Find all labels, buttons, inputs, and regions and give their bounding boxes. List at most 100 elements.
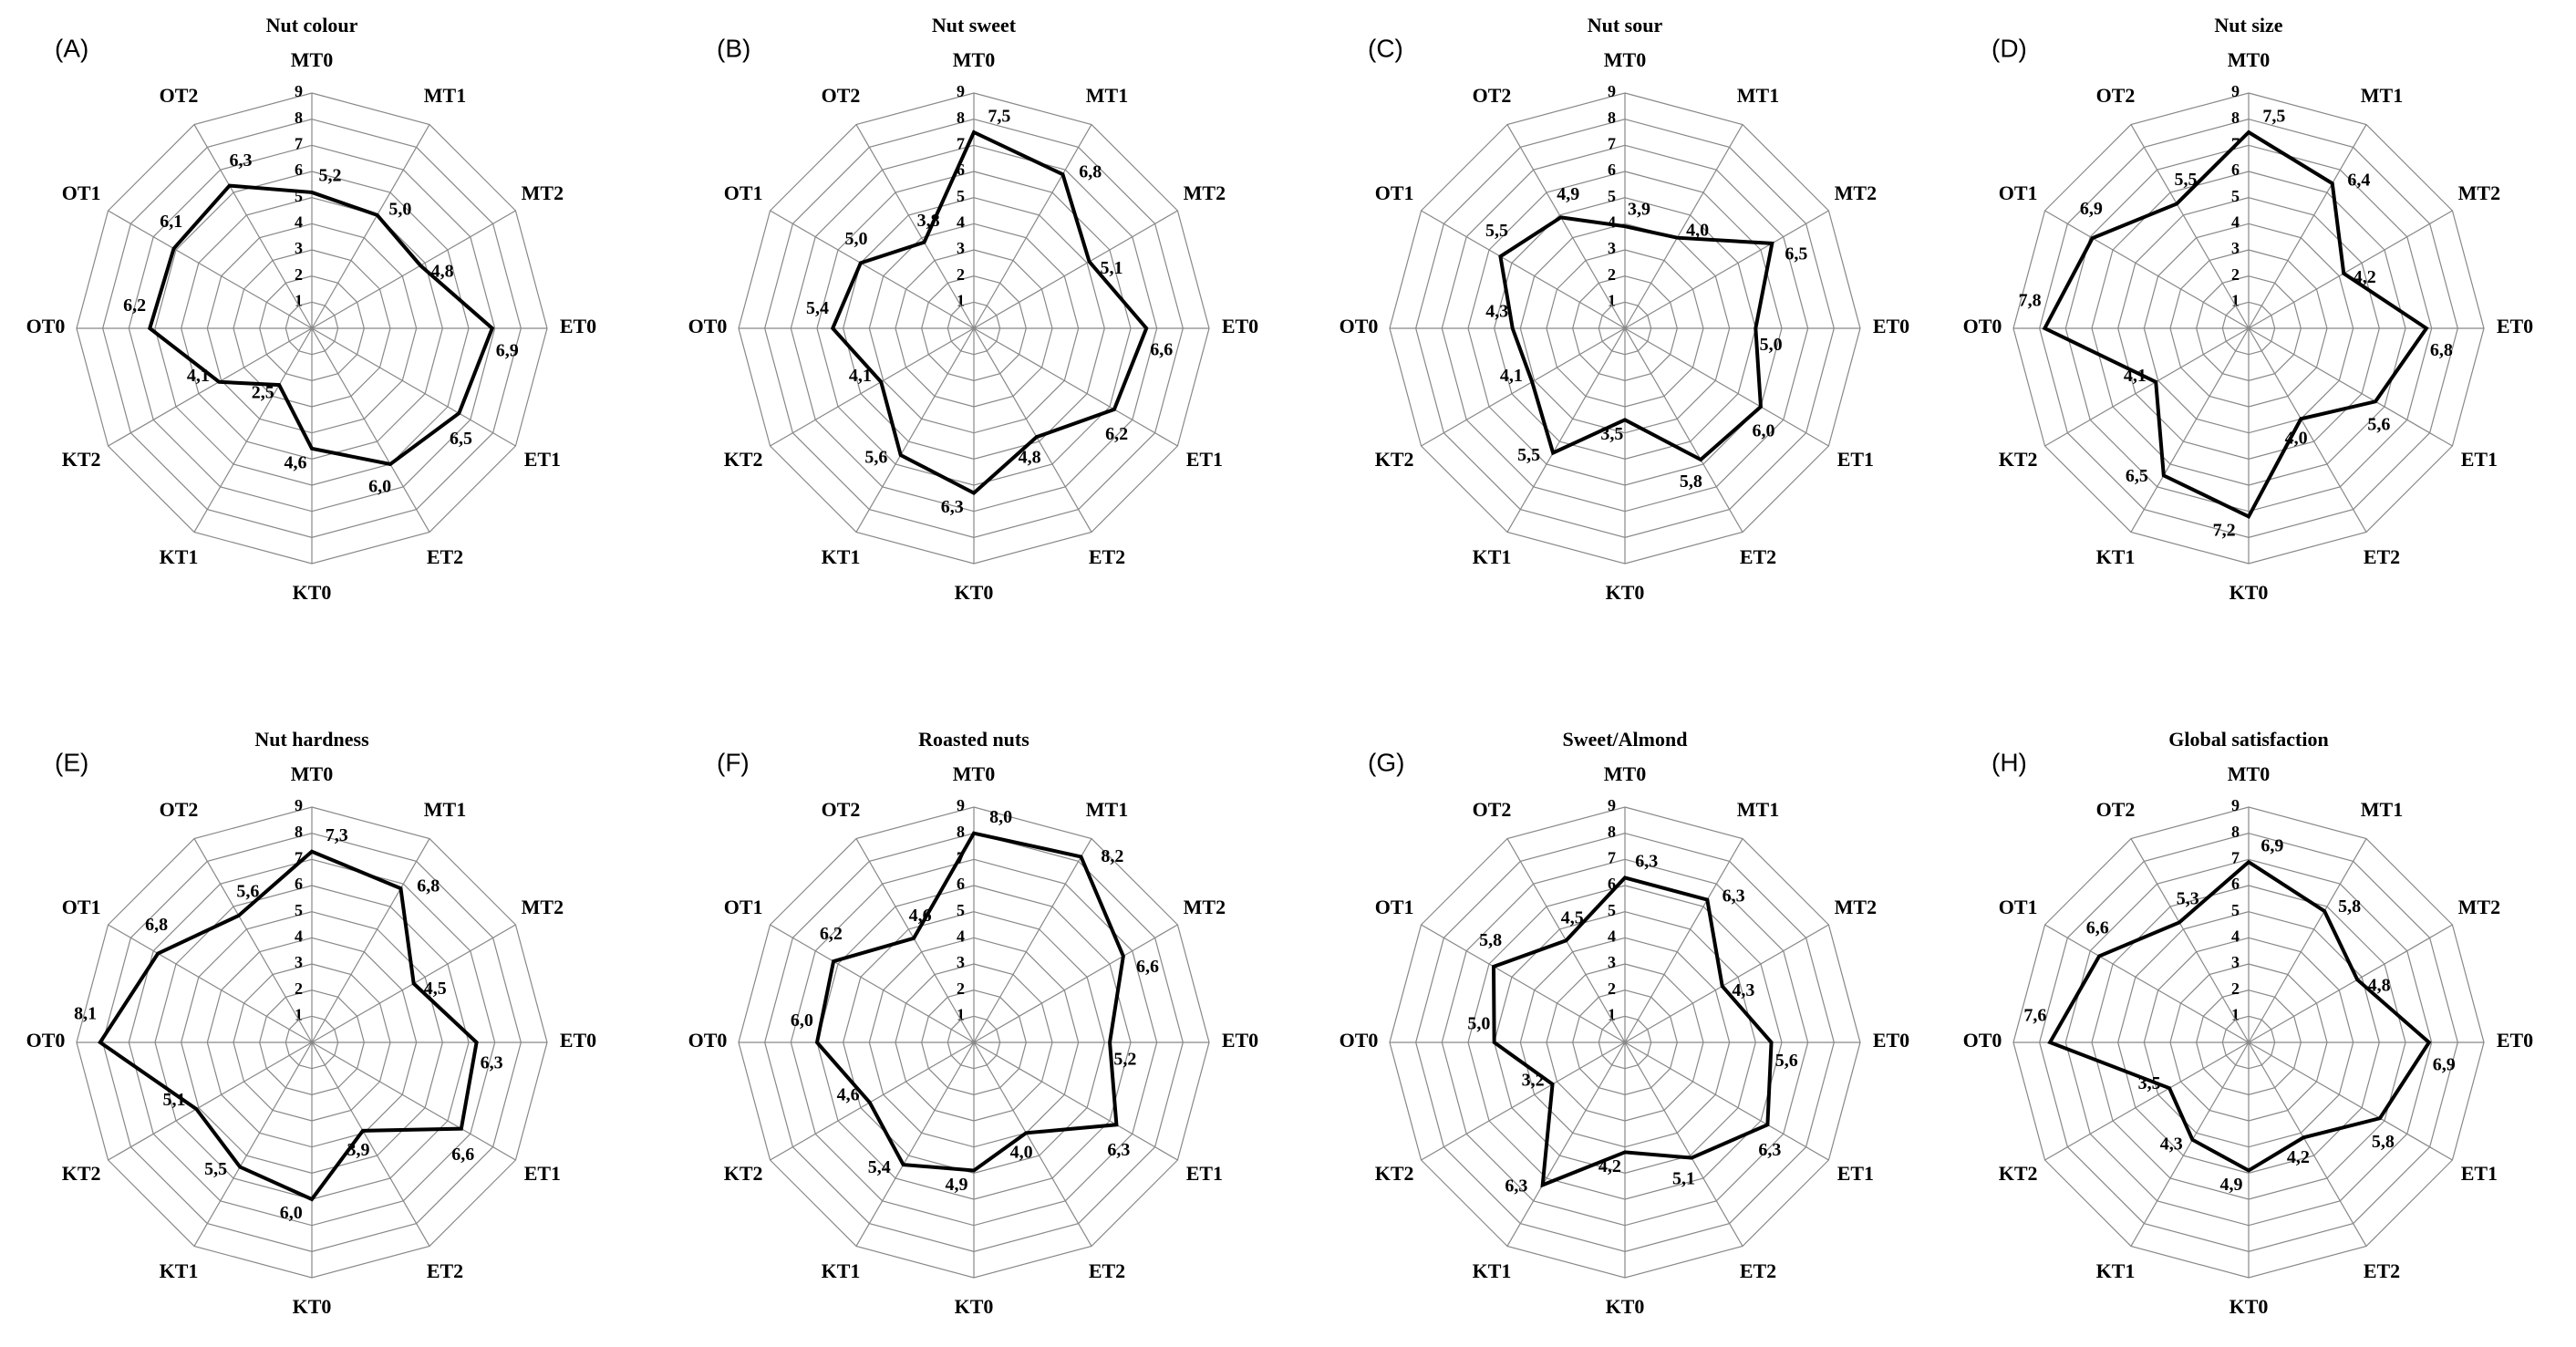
r-tick-label: 2	[2231, 265, 2240, 284]
axis-label: OT2	[1473, 798, 1512, 821]
value-label: 5,8	[2372, 1132, 2395, 1152]
value-label: 6,0	[368, 476, 391, 496]
r-tick-label: 8	[2231, 823, 2240, 841]
r-tick-label: 7	[1608, 848, 1616, 866]
value-label: 4,0	[1686, 220, 1709, 240]
value-label: 4,6	[284, 452, 307, 472]
value-label: 4,8	[2368, 975, 2391, 995]
axis-label: ET1	[2461, 1162, 2498, 1185]
spoke	[1624, 924, 1829, 1043]
axis-label: ET1	[1837, 1162, 1874, 1185]
spoke	[2130, 838, 2250, 1043]
axis-label: MT0	[953, 762, 995, 785]
r-tick-label: 5	[1608, 901, 1616, 919]
r-tick-label: 8	[295, 823, 303, 841]
axis-label: OT0	[1963, 315, 2002, 337]
panel-label: (H)	[1991, 748, 2027, 776]
r-tick-label: 4	[957, 212, 965, 231]
value-label: 5,1	[162, 1090, 185, 1110]
value-label: 5,5	[204, 1159, 227, 1179]
axis-label: KT1	[2096, 545, 2136, 568]
axis-label: KT0	[2229, 1295, 2269, 1318]
value-label: 3,9	[347, 1140, 369, 1160]
r-tick-label: 5	[957, 901, 965, 919]
spoke	[2130, 1041, 2250, 1247]
spoke	[1624, 1041, 1743, 1247]
axis-label: MT0	[2228, 762, 2270, 785]
spoke	[1624, 838, 1743, 1043]
panel-label: (G)	[1368, 748, 1404, 776]
value-label: 6,0	[791, 1010, 813, 1031]
value-label: 4,9	[2220, 1175, 2243, 1195]
value-label: 7,3	[326, 825, 348, 845]
value-label: 6,3	[1505, 1176, 1527, 1196]
axis-label: OT0	[26, 315, 66, 337]
r-tick-label: 9	[957, 796, 965, 814]
r-tick-label: 7	[957, 134, 965, 152]
value-label: 5,1	[1101, 258, 1123, 278]
spoke	[1624, 327, 1743, 533]
r-tick-label: 5	[957, 187, 965, 205]
r-tick-label: 7	[2231, 848, 2240, 866]
r-tick-label: 2	[295, 265, 303, 284]
value-label: 5,8	[1479, 930, 1502, 950]
axis-label: ET2	[1089, 1259, 1125, 1282]
axis-label: KT1	[2096, 1259, 2136, 1282]
r-tick-label: 6	[1608, 875, 1616, 893]
data-line	[830, 130, 1149, 496]
r-tick-label: 3	[957, 239, 965, 257]
spoke	[108, 1041, 313, 1161]
value-label: 5,6	[864, 447, 887, 467]
axis-label: MT2	[2458, 181, 2500, 204]
chart-title: Nut hardness	[254, 728, 369, 751]
axis-label: ET2	[2364, 1259, 2400, 1282]
axis-label: MT1	[424, 798, 466, 821]
r-tick-label: 1	[957, 1005, 965, 1023]
axis-label: OT0	[688, 1029, 728, 1052]
value-label: 7,8	[2019, 291, 2042, 311]
spoke	[1421, 327, 1626, 447]
value-label: 5,0	[1467, 1013, 1490, 1033]
r-tick-label: 5	[295, 187, 303, 205]
r-tick-label: 1	[1608, 1005, 1616, 1023]
r-tick-label: 1	[295, 291, 303, 309]
r-tick-label: 3	[1608, 953, 1616, 971]
value-label: 3,2	[1522, 1071, 1545, 1091]
chart-title: Nut size	[2214, 14, 2282, 36]
value-label: 6,0	[280, 1203, 303, 1223]
r-tick-label: 7	[295, 848, 303, 866]
value-label: 7,2	[2213, 520, 2236, 540]
axis-label: KT2	[724, 448, 763, 471]
r-tick-label: 2	[957, 979, 965, 998]
spoke	[311, 838, 430, 1043]
value-label: 6,6	[451, 1145, 474, 1165]
value-label: 5,0	[1760, 335, 1783, 355]
value-label: 6,2	[820, 924, 843, 944]
value-label: 6,3	[481, 1052, 503, 1072]
spoke	[2044, 1041, 2250, 1161]
spoke	[2044, 210, 2250, 329]
axis-label: OT1	[1375, 181, 1414, 204]
spoke	[770, 1041, 975, 1161]
axis-label: MT0	[291, 762, 333, 785]
value-label: 4,6	[837, 1084, 860, 1104]
spoke	[855, 838, 975, 1043]
value-label: 4,3	[1732, 980, 1754, 1000]
axis-label: ET1	[524, 1162, 561, 1185]
spoke	[973, 124, 1092, 329]
value-label: 6,6	[2086, 917, 2109, 938]
axis-label: MT1	[424, 84, 466, 107]
value-label: 6,3	[230, 150, 253, 171]
r-tick-label: 3	[295, 239, 303, 257]
chart-title: Nut colour	[266, 14, 358, 36]
axis-label: OT0	[26, 1029, 66, 1052]
spoke	[108, 924, 313, 1043]
axis-label: MT0	[1604, 48, 1646, 71]
axis-label: KT0	[2229, 581, 2269, 604]
value-label: 6,3	[1758, 1140, 1781, 1160]
axis-label: KT0	[1606, 581, 1645, 604]
value-label: 4,1	[187, 366, 210, 386]
axis-label: KT1	[822, 1259, 861, 1282]
r-tick-label: 1	[957, 291, 965, 309]
r-tick-label: 8	[957, 823, 965, 841]
